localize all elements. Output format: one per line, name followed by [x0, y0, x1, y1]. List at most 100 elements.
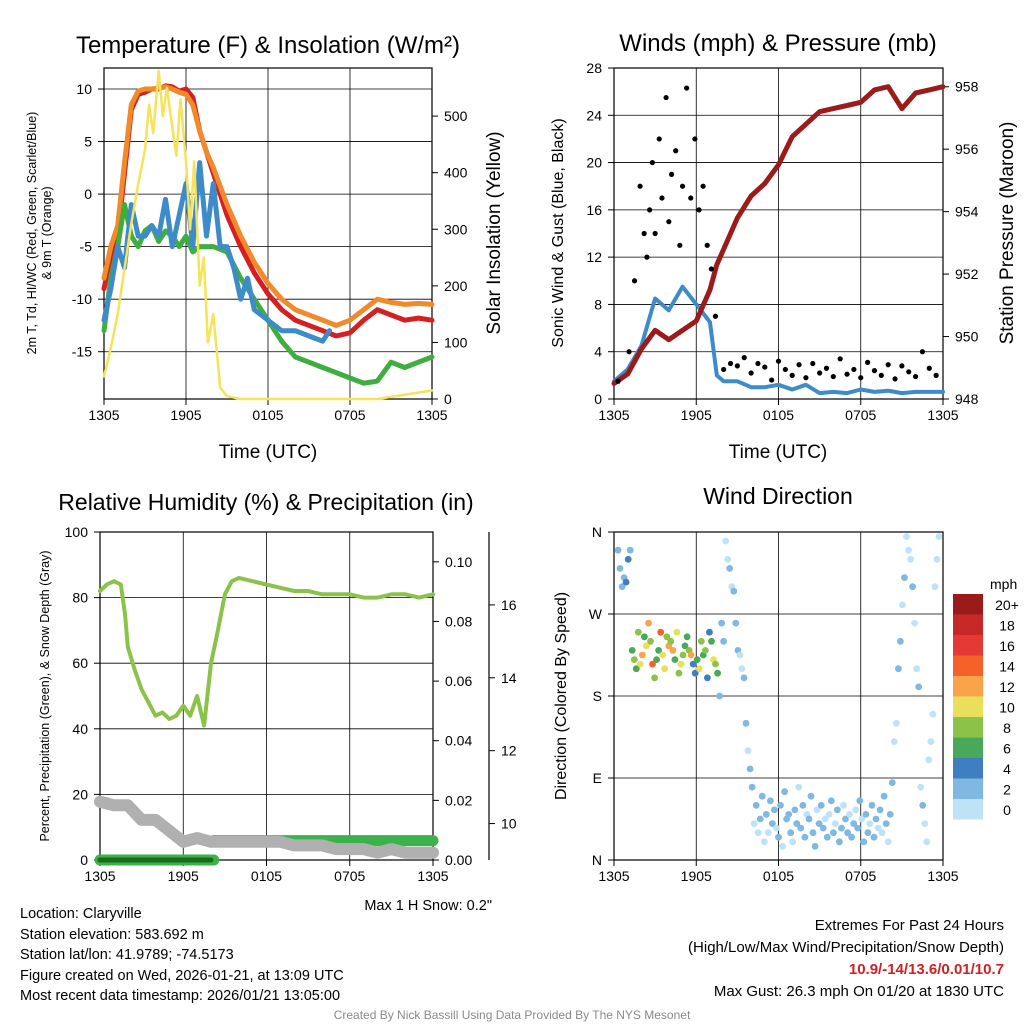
legend-label: 20+ [995, 597, 1019, 613]
wind-direction-point [667, 637, 675, 645]
x-tick-label: 0105 [763, 868, 794, 884]
gust-point [684, 85, 690, 91]
wind-direction-point [693, 656, 701, 663]
wind-direction-point [919, 801, 927, 809]
y-tick-label: 60 [72, 655, 88, 671]
wind-direction-point [630, 656, 638, 663]
wind-direction-point [687, 651, 695, 659]
gust-point [748, 370, 754, 376]
wind-direction-point [661, 665, 669, 673]
series-solar-insolation [102, 69, 434, 401]
y-tick-label: -5 [80, 239, 93, 255]
wind-direction-point [777, 801, 784, 809]
x-tick-label: 1905 [168, 868, 199, 884]
gust-point [666, 219, 672, 225]
speed-legend: mph 20+ 18 16 14 12 10 8 6 4 2 0 [953, 576, 1019, 820]
legend-swatch [953, 737, 983, 758]
wind-direction-point [799, 801, 807, 809]
wind-direction-point [917, 783, 925, 791]
y-axis-label-line1: 2m T, Td, HI/WC (Red, Green, Scarlet/Blu… [25, 112, 39, 355]
gust-point [933, 372, 939, 378]
y-tick-label: 40 [72, 721, 88, 737]
gust-point [823, 365, 830, 371]
gust-point [734, 363, 740, 369]
wind-direction-point [878, 829, 886, 837]
wind-direction-point [927, 738, 935, 745]
y-tick-label: 8 [594, 296, 602, 312]
wind-direction-point [663, 633, 671, 641]
wind-direction-point [722, 537, 730, 545]
wind-direction-point [622, 578, 630, 586]
gust-point [626, 349, 632, 355]
location-text: Location: Claryville [20, 906, 142, 922]
wind-direction-point [880, 792, 888, 800]
gust-point [796, 362, 802, 368]
wind-direction-point [840, 801, 847, 809]
wind-direction-point [872, 815, 880, 823]
gust-point [775, 358, 782, 364]
gust-point [637, 183, 643, 189]
legend-swatch [953, 717, 983, 738]
wind-direction-point [827, 797, 835, 805]
x-tick-label: 1305 [927, 407, 958, 423]
panel-2: 1305 1905 0105 0705 13050204060801000.000.02… [38, 489, 517, 914]
wind-direction-point [836, 838, 843, 846]
wind-direction-point [899, 601, 906, 609]
wind-direction-point [769, 820, 776, 827]
wind-direction-point [714, 669, 721, 677]
wind-direction-point [901, 574, 908, 581]
wind-direction-point [645, 619, 652, 627]
y2-tick-label: 0.00 [445, 852, 472, 868]
wind-direction-point [706, 628, 713, 636]
wind-direction-point [675, 669, 683, 677]
legend-swatch [953, 635, 983, 656]
y2-tick-label: 10 [501, 816, 517, 832]
gust-point [789, 372, 795, 378]
y-tick-label: N [592, 852, 602, 868]
wind-direction-point [931, 583, 939, 591]
wind-direction-point [742, 719, 750, 727]
wind-direction-point [789, 838, 797, 846]
legend-label: 12 [999, 679, 1015, 695]
wind-direction-point [704, 674, 711, 682]
legend-swatch [953, 778, 983, 799]
gust-point [817, 370, 823, 376]
gust-point [871, 368, 878, 374]
wind-direction-point [787, 829, 795, 837]
gust-point [912, 373, 919, 380]
gust-point [830, 373, 836, 380]
x-tick-label: 1305 [598, 868, 629, 884]
created-text: Figure created on Wed, 2026-01-21, at 13… [20, 967, 344, 984]
wind-direction-point [825, 811, 833, 818]
series-wc [101, 160, 332, 344]
wind-direction-point [689, 660, 697, 668]
wind-direction-point [697, 637, 705, 645]
wind-direction-point [791, 806, 799, 814]
wind-direction-point [669, 647, 677, 654]
wind-direction-point [740, 674, 748, 682]
wind-direction-point [632, 665, 640, 673]
gust-point [878, 372, 884, 378]
wind-direction-point [655, 647, 662, 654]
wind-direction-point [634, 628, 642, 636]
legend-title: mph [990, 576, 1017, 592]
wind-direction-point [746, 765, 754, 773]
wind-direction-point [821, 815, 829, 823]
wind-direction-point [890, 738, 898, 745]
y2-tick-label: 0.02 [445, 792, 472, 808]
gust-point [844, 371, 850, 377]
wind-direction-point [628, 647, 636, 654]
legend-label: 14 [999, 659, 1015, 675]
panel-1: 1305 1905 0105 0705 130504812162024289489509… [550, 30, 1018, 463]
wind-direction-point [923, 838, 931, 846]
wind-direction-point [892, 719, 900, 727]
wind-direction-point [691, 669, 699, 677]
y-tick-label: 28 [586, 60, 602, 76]
snow-note: Max 1 H Snow: 0.2" [364, 898, 492, 914]
gust-point [659, 195, 665, 201]
legend-swatch [953, 655, 983, 676]
gust-point [885, 362, 891, 368]
y2-tick-label: 14 [501, 670, 517, 686]
